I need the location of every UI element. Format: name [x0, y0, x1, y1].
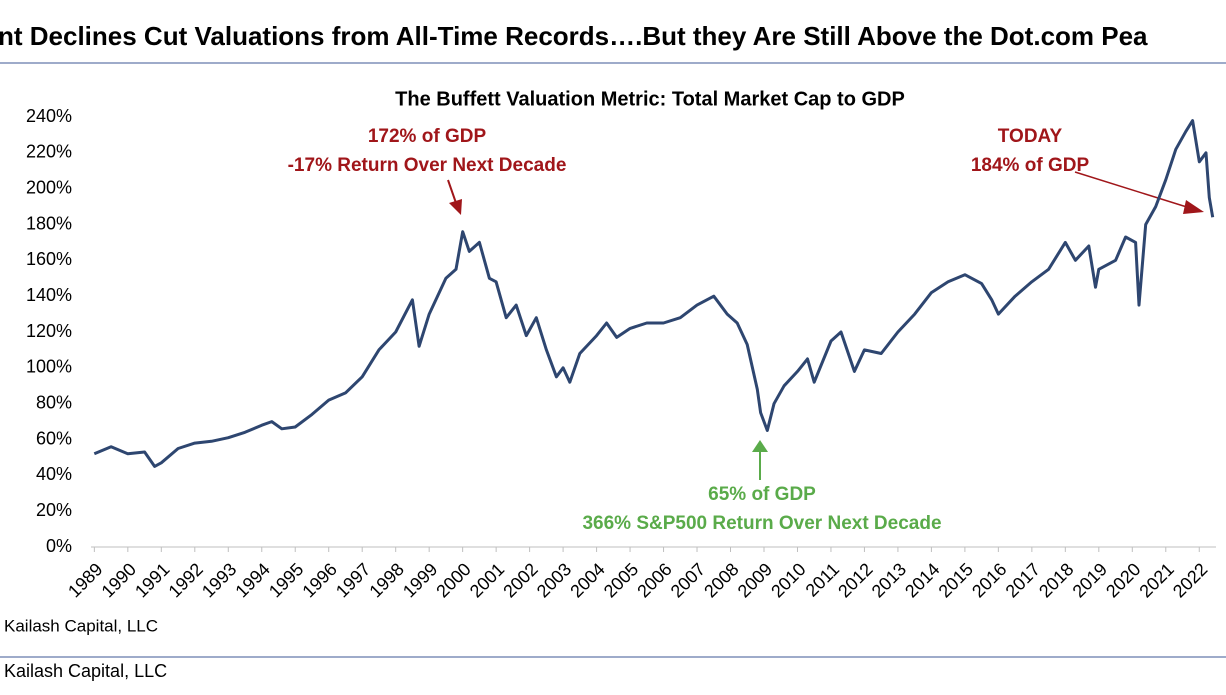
x-tick-label: 2002 — [499, 559, 541, 601]
x-tick-label: 2019 — [1069, 559, 1111, 601]
x-tick-label: 1996 — [298, 559, 340, 601]
x-tick-label: 2020 — [1102, 559, 1144, 601]
x-tick-label: 2001 — [466, 559, 508, 601]
x-tick-label: 1993 — [198, 559, 240, 601]
y-tick-label: 180% — [26, 213, 72, 233]
y-tick-label: 40% — [36, 464, 72, 484]
chart-source: Kailash Capital, LLC — [4, 616, 158, 635]
x-tick-label: 2000 — [432, 559, 474, 601]
annotation: -17% Return Over Next Decade — [288, 155, 567, 176]
annotation: 366% S&P500 Return Over Next Decade — [582, 513, 941, 534]
x-tick-label: 1991 — [131, 559, 173, 601]
footer-source: Kailash Capital, LLC — [4, 661, 167, 681]
y-tick-label: 80% — [36, 392, 72, 412]
x-tick-label: 1998 — [365, 559, 407, 601]
x-tick-label: 2017 — [1002, 559, 1044, 601]
y-tick-label: 140% — [26, 285, 72, 305]
x-tick-label: 1997 — [332, 559, 374, 601]
y-tick-label: 100% — [26, 357, 72, 377]
slide-title: nt Declines Cut Valuations from All-Time… — [0, 21, 1148, 51]
arrow-head — [752, 440, 768, 452]
annotation: 65% of GDP — [708, 484, 816, 505]
arrow-head — [449, 199, 462, 215]
x-tick-label: 1999 — [399, 559, 441, 601]
y-tick-label: 220% — [26, 142, 72, 162]
x-tick-label: 2011 — [802, 559, 844, 601]
annotation: 184% of GDP — [971, 155, 1090, 176]
y-tick-label: 120% — [26, 321, 72, 341]
x-tick-label: 2015 — [935, 559, 977, 601]
x-tick-label: 2012 — [834, 559, 876, 601]
x-tick-label: 2008 — [700, 559, 742, 601]
y-tick-label: 20% — [36, 500, 72, 520]
y-tick-label: 60% — [36, 428, 72, 448]
x-tick-label: 1990 — [98, 559, 140, 601]
series-line — [93, 119, 1215, 468]
arrow — [1074, 171, 1191, 209]
arrow-head — [1183, 200, 1204, 214]
chart-title: The Buffett Valuation Metric: Total Mark… — [395, 88, 905, 110]
x-tick-label: 1992 — [165, 559, 207, 601]
x-tick-label: 1989 — [64, 559, 106, 601]
x-tick-label: 2007 — [667, 559, 709, 601]
x-tick-label: 2010 — [767, 559, 809, 601]
plot: 0% 20% 40% 60% 80% 100% 120% 140% 160% 180% 200% 22… — [26, 106, 1215, 602]
arrow — [447, 179, 457, 204]
x-tick-label: 2004 — [566, 559, 608, 601]
annotation: TODAY — [998, 126, 1063, 147]
x-tick-label: 1994 — [231, 559, 273, 601]
annotation: 172% of GDP — [368, 126, 487, 147]
x-tick-label: 2021 — [1136, 559, 1178, 601]
x-tick-label: 1995 — [265, 559, 307, 601]
x-tick-label: 2018 — [1035, 559, 1077, 601]
y-tick-label: 0% — [46, 536, 72, 556]
x-tick-label: 2005 — [600, 559, 642, 601]
x-tick-label: 2016 — [968, 559, 1010, 601]
x-tick-label: 2006 — [633, 559, 675, 601]
y-tick-label: 240% — [26, 106, 72, 126]
x-tick-label: 2014 — [901, 559, 943, 601]
y-tick-label: 160% — [26, 249, 72, 269]
x-tick-label: 2022 — [1169, 559, 1211, 601]
x-tick-label: 2013 — [868, 559, 910, 601]
x-tick-label: 2009 — [734, 559, 776, 601]
y-tick-label: 200% — [26, 177, 72, 197]
x-tick-label: 2003 — [533, 559, 575, 601]
